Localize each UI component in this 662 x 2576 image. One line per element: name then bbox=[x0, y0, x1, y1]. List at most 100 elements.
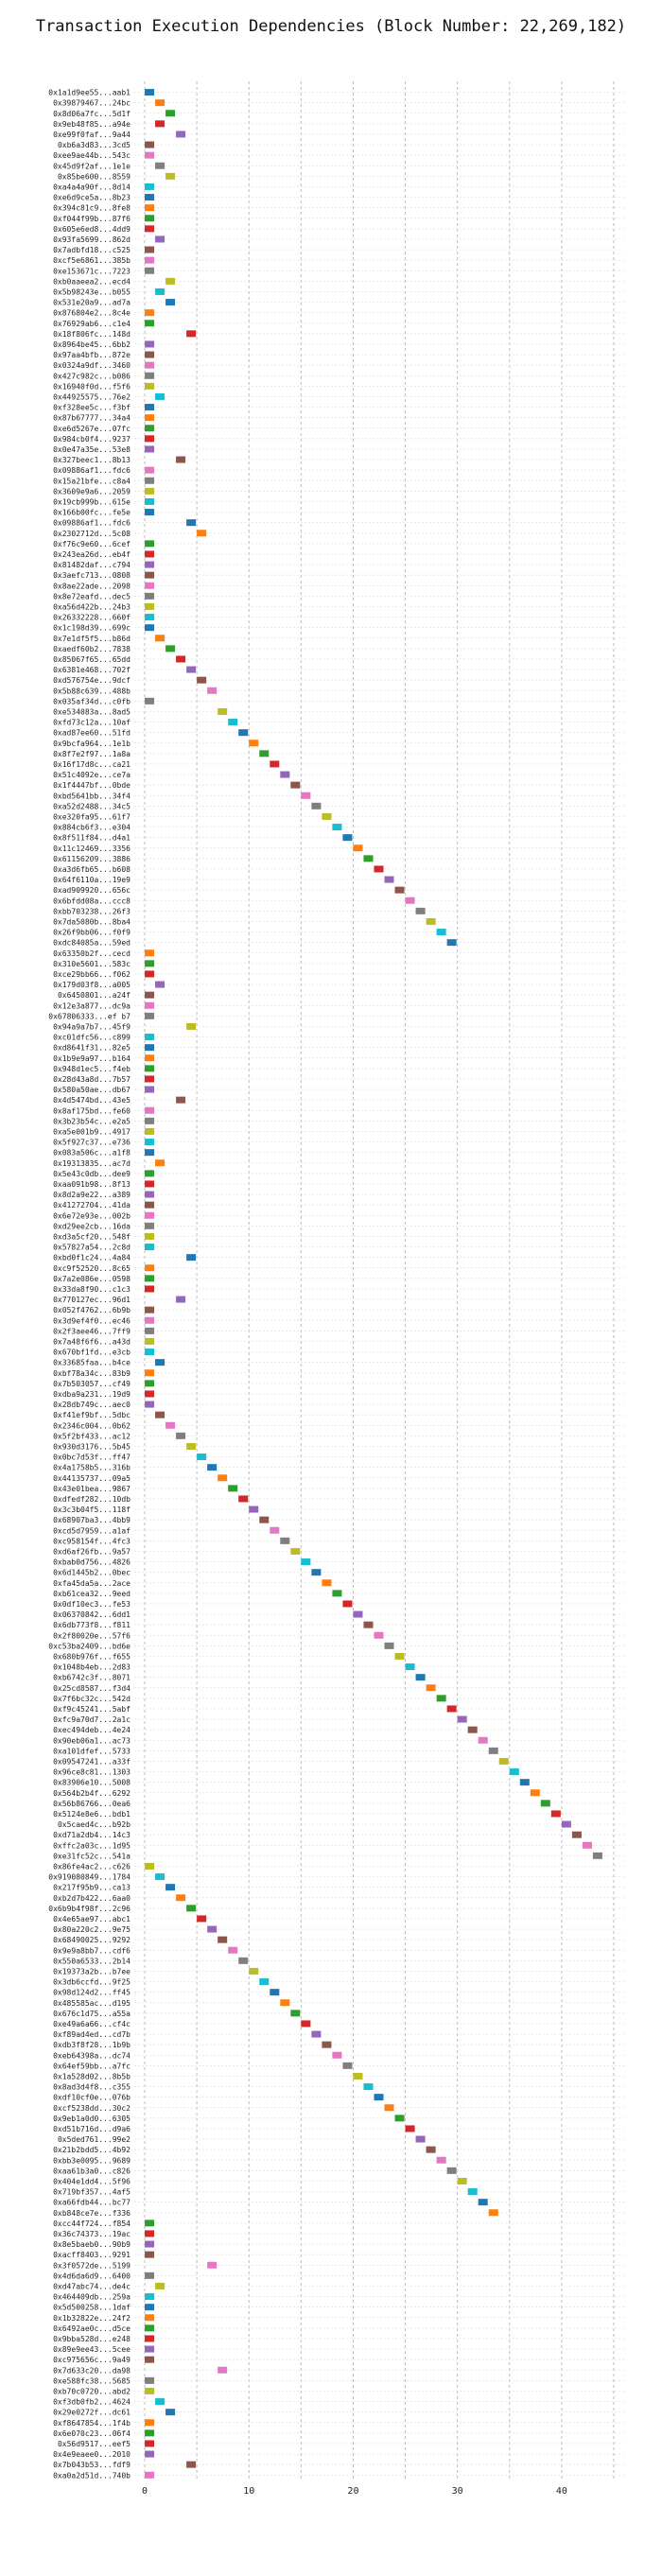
y-tick-label: 0x7b043b53...fdf9 bbox=[53, 2461, 131, 2469]
y-tick-label: 0x93fa5699...862d bbox=[53, 235, 131, 244]
y-tick-label: 0xe49a6a66...cf4c bbox=[53, 2020, 131, 2028]
y-tick-label: 0x8e72eafd...dec5 bbox=[53, 592, 131, 600]
transaction-bar bbox=[155, 635, 166, 642]
transaction-bar bbox=[155, 981, 166, 988]
transaction-bar bbox=[145, 2293, 155, 2301]
transaction-bar bbox=[145, 351, 155, 358]
transaction-bar bbox=[384, 1642, 394, 1649]
y-tick-label: 0x3b23b54c...e2a5 bbox=[53, 1117, 131, 1125]
transaction-bar bbox=[155, 99, 166, 107]
y-tick-label: 0x464409db...259a bbox=[53, 2293, 131, 2302]
y-tick-label: 0x0e47a35e...53e8 bbox=[53, 445, 131, 454]
y-tick-label: 0x43e01bea...9867 bbox=[53, 1485, 131, 1493]
y-tick-label: 0x33da8f90...c1c3 bbox=[53, 1285, 131, 1294]
transaction-bar bbox=[145, 1244, 155, 1251]
y-tick-label: 0x4d6da6d9...6400 bbox=[53, 2271, 131, 2280]
transaction-bar bbox=[145, 1327, 155, 1334]
y-tick-label: 0x06370842...6dd1 bbox=[53, 1610, 131, 1619]
y-tick-label: 0xbf78a34c...83b9 bbox=[53, 1369, 131, 1378]
transaction-bar bbox=[197, 530, 207, 537]
transaction-bar bbox=[145, 414, 155, 422]
transaction-bar bbox=[145, 2314, 155, 2322]
y-tick-label: 0xa0a2d51d...740b bbox=[53, 2471, 131, 2480]
y-tick-label: 0x8af175bd...fe60 bbox=[53, 1106, 131, 1115]
y-tick-label: 0xcf5e6861...385b bbox=[53, 256, 131, 265]
transaction-bar bbox=[446, 2167, 457, 2174]
transaction-bar bbox=[166, 299, 176, 306]
transaction-bar bbox=[238, 729, 249, 737]
y-tick-label: 0x7a2e086e...0598 bbox=[53, 1275, 131, 1283]
transaction-bar bbox=[155, 120, 166, 128]
y-tick-label: 0x68490025...9292 bbox=[53, 1936, 131, 1944]
y-tick-label: 0xdba9a231...19d9 bbox=[53, 1390, 131, 1399]
y-tick-label: 0x427c982c...b086 bbox=[53, 372, 131, 380]
transaction-bar bbox=[218, 2366, 228, 2374]
y-tick-label: 0xfa45da5a...2ace bbox=[53, 1579, 131, 1588]
transaction-bar bbox=[145, 697, 155, 705]
y-tick-label: 0x96ce8c81...1303 bbox=[53, 1768, 131, 1777]
transaction-bar bbox=[280, 1537, 290, 1544]
y-tick-label: 0x8e5baeb0...90b9 bbox=[53, 2240, 131, 2249]
y-tick-label: 0xa101dfef...5733 bbox=[53, 1747, 131, 1755]
y-tick-label: 0x9eb48f85...a94e bbox=[53, 120, 131, 129]
transaction-bar bbox=[207, 1464, 218, 1471]
y-tick-label: 0xe6d5267e...07fc bbox=[53, 425, 131, 433]
y-tick-label: 0x052f4762...6b9b bbox=[53, 1306, 131, 1314]
y-tick-label: 0xe6d9ce5a...8b23 bbox=[53, 194, 131, 202]
y-tick-label: 0xb6742c3f...8071 bbox=[53, 1674, 131, 1682]
x-tick-labels: 0 10 20 30 40 bbox=[142, 2486, 567, 2497]
y-tick-label: 0x8964be45...6bb2 bbox=[53, 340, 131, 349]
y-tick-label: 0xbb3e0095...9689 bbox=[53, 2156, 131, 2165]
y-tick-label: 0xec494deb...4e24 bbox=[53, 1726, 131, 1734]
y-tick-label: 0x5b98243e...b055 bbox=[53, 287, 131, 296]
transaction-bar bbox=[145, 2240, 155, 2248]
transaction-bar bbox=[145, 1264, 155, 1272]
transaction-bar bbox=[592, 1852, 602, 1859]
transaction-bar bbox=[145, 215, 155, 222]
y-tick-label: 0xb2d7b422...6aa0 bbox=[53, 1894, 131, 1903]
y-tick-label: 0xd3a5cf20...548f bbox=[53, 1232, 131, 1241]
y-tick-label: 0x670bf1fd...e3cb bbox=[53, 1349, 131, 1357]
transaction-bar bbox=[145, 2450, 155, 2458]
y-tick-label: 0x166b00fc...fe5e bbox=[53, 509, 131, 517]
y-tick-label: 0x5f927c37...e736 bbox=[53, 1139, 131, 1147]
transaction-bar bbox=[259, 1516, 270, 1523]
y-tick-label: 0xd47abc74...de4c bbox=[53, 2282, 131, 2290]
transaction-bar bbox=[145, 1065, 155, 1072]
transaction-bar bbox=[207, 2261, 218, 2269]
y-tick-label: 0x5ded761...99e2 bbox=[58, 2135, 131, 2144]
transaction-bar bbox=[582, 1841, 592, 1849]
y-tick-label: 0x9e9a8bb7...cdf6 bbox=[53, 1946, 131, 1955]
y-tick-label: 0x44135737...09a5 bbox=[53, 1474, 131, 1483]
transaction-bar bbox=[155, 162, 166, 169]
transaction-bar bbox=[145, 1086, 155, 1093]
transaction-bar bbox=[249, 1967, 259, 1975]
y-tick-label: 0xbd5641bb...34f4 bbox=[53, 792, 131, 800]
transaction-bar bbox=[145, 1127, 155, 1135]
y-tick-label: 0x81482daf...c794 bbox=[53, 561, 131, 569]
y-tick-label: 0x19cb999b...615e bbox=[53, 497, 131, 506]
transaction-bar bbox=[218, 707, 228, 715]
transaction-bar bbox=[166, 110, 176, 117]
transaction-bar bbox=[322, 812, 332, 820]
y-tick-label: 0x8f7e2f97...1a8a bbox=[53, 750, 131, 758]
transaction-bar bbox=[353, 844, 363, 852]
y-tick-label: 0xcd5d7959...a1af bbox=[53, 1526, 131, 1535]
transaction-bar bbox=[145, 1075, 155, 1083]
transaction-bar bbox=[550, 1810, 561, 1818]
transaction-bar bbox=[145, 1139, 155, 1146]
y-tick-label: 0x86fe4ac2...c626 bbox=[53, 1862, 131, 1871]
transaction-bar bbox=[290, 1547, 301, 1555]
y-tick-label: 0x719bf357...4af5 bbox=[53, 2188, 131, 2197]
transaction-bar bbox=[488, 2209, 498, 2217]
transaction-bar bbox=[311, 802, 322, 809]
transaction-bar bbox=[155, 392, 166, 400]
y-tick-label: 0x2302712d...5c08 bbox=[53, 530, 131, 538]
transaction-bar bbox=[311, 1569, 322, 1576]
transaction-bar bbox=[145, 89, 155, 96]
y-tick-label: 0x884cb6f3...e304 bbox=[53, 824, 131, 832]
transaction-bar bbox=[176, 1296, 186, 1303]
transaction-bar bbox=[436, 2156, 446, 2164]
transaction-bar bbox=[228, 1485, 238, 1492]
y-tick-label: 0x16940f0d...f5f6 bbox=[53, 382, 131, 391]
